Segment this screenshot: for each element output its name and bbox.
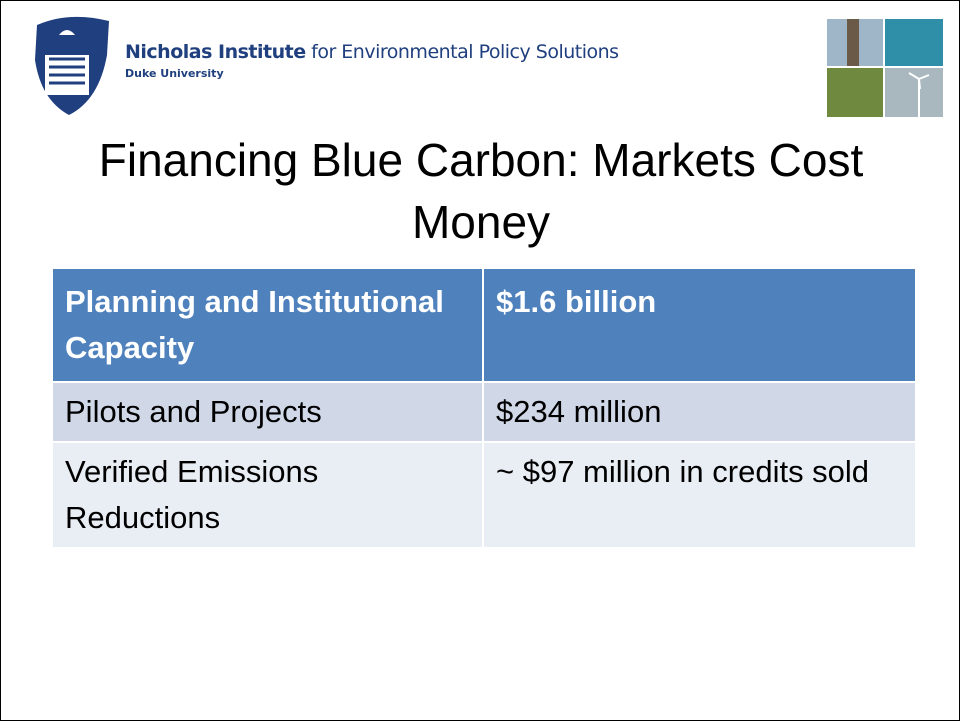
institute-rest: for Environmental Policy Solutions [311, 41, 619, 63]
table-cell: Verified Emissions Reductions [53, 443, 484, 547]
table-header-row: Planning and Institutional Capacity $1.6… [53, 269, 915, 383]
table-cell: Planning and Institutional Capacity [53, 269, 484, 383]
table-cell: $234 million [484, 383, 915, 443]
table-row: Verified Emissions Reductions ~ $97 mill… [53, 443, 915, 547]
cost-table: Planning and Institutional Capacity $1.6… [53, 269, 915, 547]
slide-title: Financing Blue Carbon: Markets Cost Mone… [98, 134, 864, 248]
university: Duke University [125, 67, 224, 80]
photo-collage [827, 19, 943, 117]
table-row: Pilots and Projects $234 million [53, 383, 915, 443]
table-cell: $1.6 billion [484, 269, 915, 383]
table-cell: ~ $97 million in credits sold [484, 443, 915, 547]
logo [35, 16, 109, 115]
institute-bold: Nicholas Institute [125, 41, 306, 63]
table-cell: Pilots and Projects [53, 383, 484, 443]
institute-name: Nicholas Institute for Environmental Pol… [125, 41, 619, 63]
